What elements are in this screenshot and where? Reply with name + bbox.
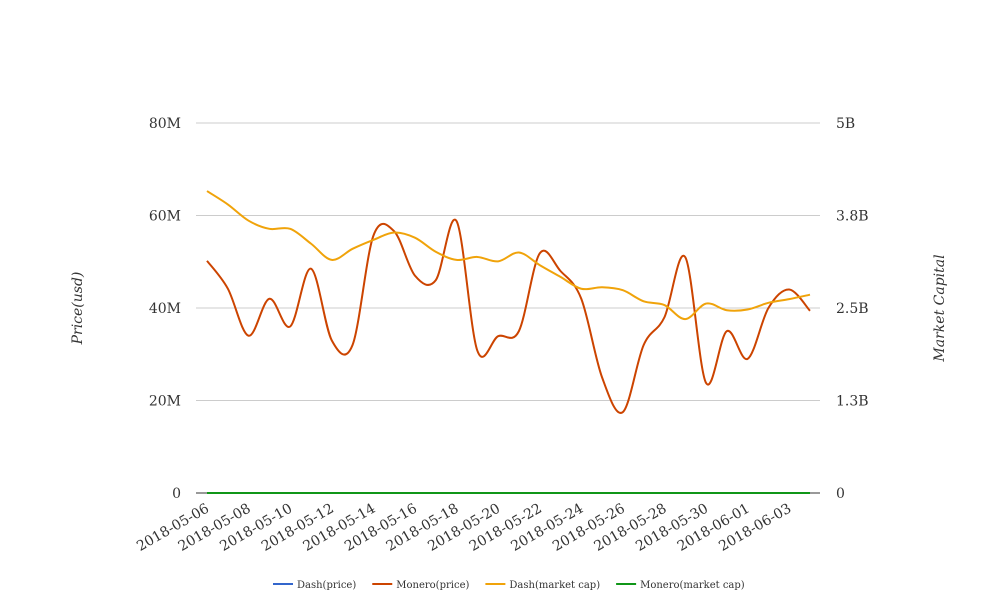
y2-tick-label: 2.5B <box>836 301 869 317</box>
series-lines <box>206 190 811 495</box>
series-line-monero-price <box>206 218 811 414</box>
y2-tick-label: 1.3B <box>836 394 869 410</box>
y2-tick-label: 0 <box>836 486 845 502</box>
y-tick-label: 60M <box>149 209 181 225</box>
y-axis-title: Price(usd) <box>70 272 86 346</box>
legend-label: Dash(price) <box>297 580 356 591</box>
gridlines <box>196 122 820 401</box>
legend-label: Dash(market cap) <box>509 580 600 591</box>
y-tick-label: 0 <box>172 486 181 502</box>
y-tick-label: 20M <box>149 394 181 410</box>
y-axis-left: 0 20M 40M 60M 80M <box>149 116 181 502</box>
legend: Dash(price) Monero(price) Dash(market cap)… <box>273 580 745 591</box>
legend-label: Monero(price) <box>396 580 469 591</box>
y-axis-right: 0 1.3B 2.5B 3.8B 5B <box>836 116 869 502</box>
y2-tick-label: 5B <box>836 116 855 132</box>
y-tick-label: 40M <box>149 301 181 317</box>
y-tick-label: 80M <box>149 116 181 132</box>
x-axis: 2018-05-062018-05-082018-05-102018-05-12… <box>134 501 794 555</box>
y2-tick-label: 3.8B <box>836 209 869 225</box>
series-line-dash-market-cap <box>206 190 811 321</box>
y2-axis-title: Market Capital <box>932 254 948 362</box>
legend-label: Monero(market cap) <box>640 580 745 591</box>
